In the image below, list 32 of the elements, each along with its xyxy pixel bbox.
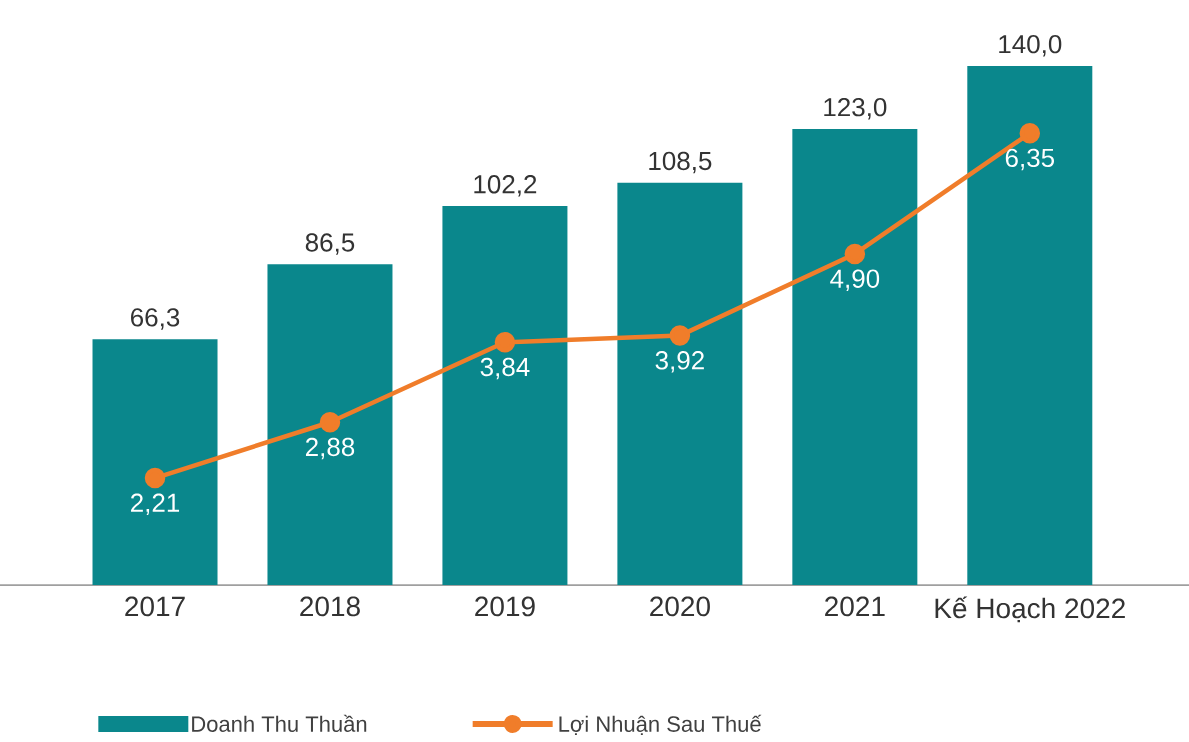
point [669, 325, 691, 346]
bar [442, 206, 568, 585]
point [319, 411, 341, 433]
data-label: 2,88 [305, 437, 355, 460]
point [844, 243, 866, 265]
legend-label: Doanh Thu Thuần [192, 714, 367, 732]
data-label: 66,3 [131, 308, 180, 330]
point [494, 332, 516, 353]
x-tick-label: 2018 [300, 596, 360, 617]
data-label: 3,92 [655, 351, 704, 373]
data-label: 108,5 [649, 151, 712, 174]
bar [792, 128, 918, 585]
x-tick-label: 2019 [475, 596, 535, 617]
data-label: 123,0 [824, 97, 887, 120]
bar [92, 339, 218, 585]
data-label: 3,84 [480, 357, 530, 380]
bar [967, 65, 1093, 585]
x-tick-label: 2021 [825, 596, 885, 617]
x-tick-label: 2017 [125, 596, 185, 617]
data-label: 4,90 [830, 269, 880, 291]
x-tick-label: Kế Hoạch 2022 [935, 596, 1125, 623]
data-label: 6,35 [1005, 148, 1055, 171]
point [1019, 122, 1041, 144]
data-label: 2,21 [131, 493, 180, 516]
bar [267, 264, 393, 585]
legend-label: Lợi Nhuận Sau Thuế [559, 714, 762, 736]
data-label: 102,2 [474, 175, 537, 197]
x-tick-label: 2020 [650, 596, 710, 617]
data-label: 140,0 [999, 34, 1062, 57]
bar [617, 182, 743, 585]
data-label: 86,5 [305, 233, 355, 255]
point [144, 467, 166, 489]
